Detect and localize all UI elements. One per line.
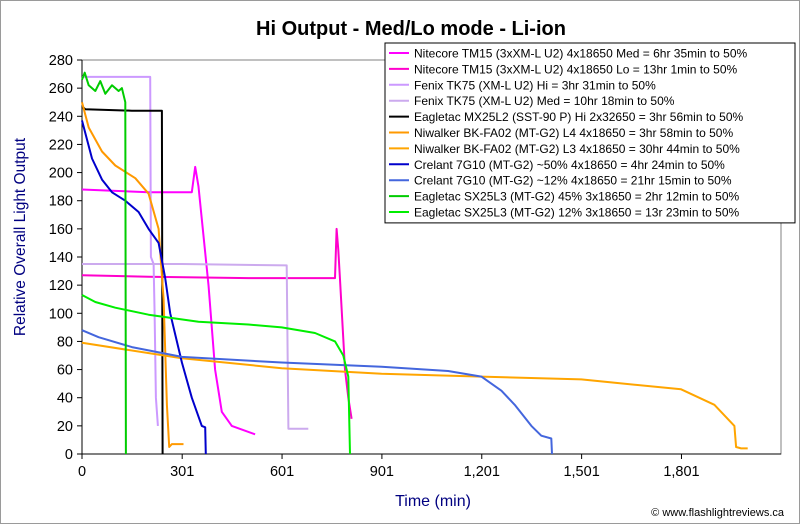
legend-label: Eagletac MX25L2 (SST-90 P) Hi 2x32650 = … — [414, 110, 744, 124]
series-line-1 — [81, 165, 256, 436]
y-tick-label: 240 — [49, 109, 73, 125]
x-tick-label: 1,801 — [663, 464, 699, 480]
y-tick-label: 20 — [57, 419, 73, 435]
chart-title: Hi Output - Med/Lo mode - Li-ion — [256, 18, 566, 40]
y-tick-label: 60 — [57, 363, 73, 379]
series-line-9 — [81, 329, 553, 455]
y-tick-label: 180 — [49, 194, 73, 210]
legend-label: Eagletac SX25L3 (MT-G2) 45% 3x18650 = 2h… — [414, 190, 740, 204]
y-tick-label: 120 — [49, 278, 73, 294]
legend-box — [384, 42, 796, 224]
legend-label: Fenix TK75 (XM-L U2) Hi = 3hr 31min to 5… — [414, 78, 656, 92]
legend-label: Eagletac SX25L3 (MT-G2) 12% 3x18650 = 13… — [414, 206, 740, 220]
x-tick-label: 1,501 — [563, 464, 599, 480]
legend-label: Niwalker BK-FA02 (MT-G2) L3 4x18650 = 30… — [414, 142, 740, 156]
x-axis-label: Time (min) — [395, 493, 471, 510]
legend-label: Nitecore TM15 (3xXM-L U2) 4x18650 Lo = 1… — [414, 62, 737, 76]
x-tick-label: 301 — [170, 464, 194, 480]
series-line-10 — [81, 71, 127, 455]
y-tick-label: 200 — [49, 166, 73, 182]
legend-label: Crelant 7G10 (MT-G2) ~50% 4x18650 = 4hr … — [414, 158, 725, 172]
y-tick-label: 140 — [49, 250, 73, 266]
x-tick-label: 1,201 — [464, 464, 500, 480]
series-line-4 — [82, 263, 309, 430]
legend-label: Niwalker BK-FA02 (MT-G2) L4 4x18650 = 3h… — [414, 126, 733, 140]
series-line-11 — [81, 294, 351, 455]
series-line-6 — [81, 101, 184, 448]
series-line-3 — [82, 75, 159, 426]
y-tick-label: 100 — [49, 306, 73, 322]
legend-label: Fenix TK75 (XM-L U2) Med = 10hr 18min to… — [414, 94, 675, 108]
y-tick-label: 40 — [57, 391, 73, 407]
y-tick-label: 160 — [49, 222, 73, 238]
y-tick-label: 280 — [49, 53, 73, 69]
x-tick-label: 601 — [270, 464, 294, 480]
y-axis-label: Relative Overall Light Output — [12, 137, 29, 336]
series-line-2 — [81, 227, 353, 419]
legend-label: Nitecore TM15 (3xXM-L U2) 4x18650 Med = … — [414, 47, 747, 61]
series-line-7 — [81, 341, 748, 450]
y-tick-label: 260 — [49, 81, 73, 97]
y-tick-label: 80 — [57, 334, 73, 350]
series-line-8 — [81, 120, 207, 455]
legend-label: Crelant 7G10 (MT-G2) ~12% 4x18650 = 21hr… — [414, 174, 732, 188]
x-tick-label: 0 — [78, 464, 86, 480]
y-tick-label: 0 — [65, 447, 73, 463]
credit-text: © www.flashlightreviews.ca — [651, 507, 785, 519]
x-tick-label: 901 — [370, 464, 394, 480]
y-tick-label: 220 — [49, 137, 73, 153]
